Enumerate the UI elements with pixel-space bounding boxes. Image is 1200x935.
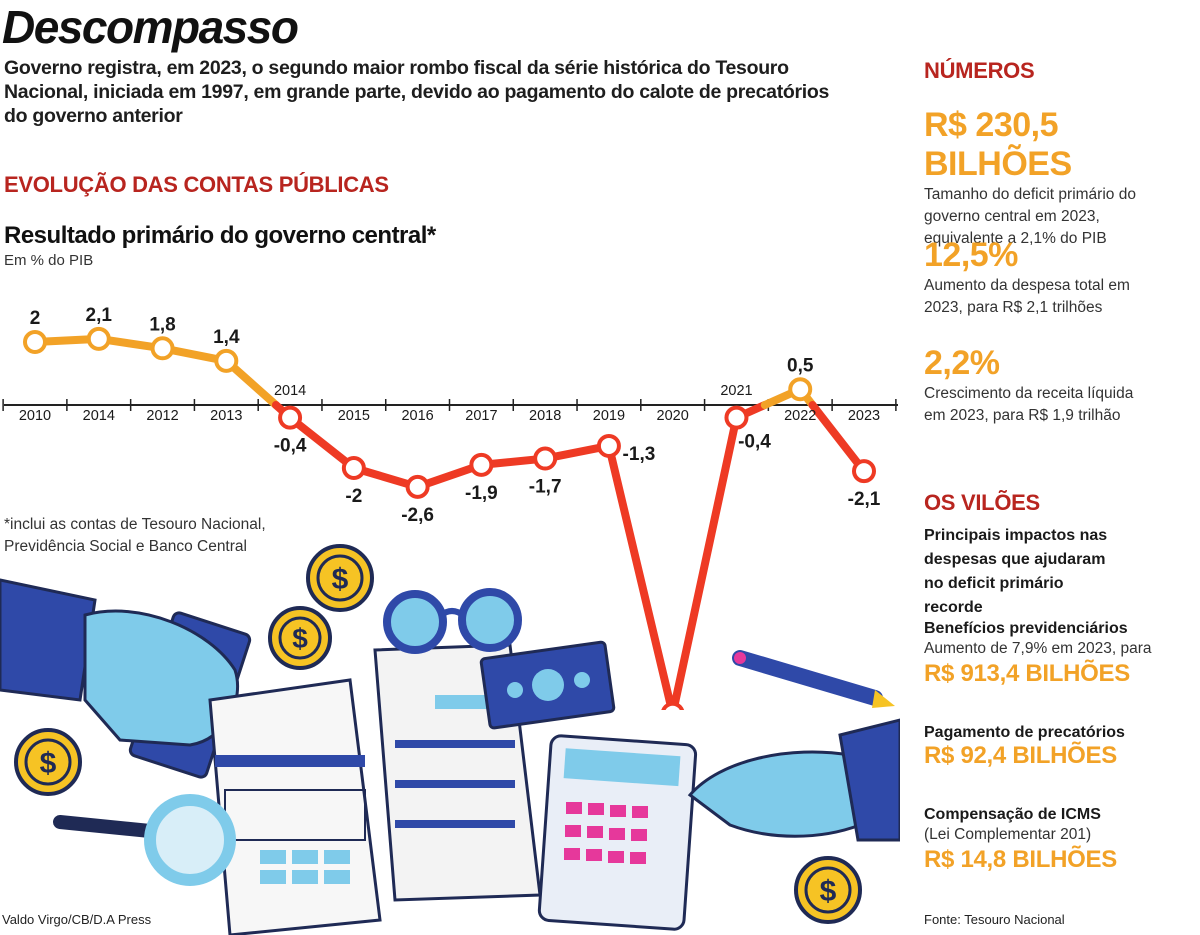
number-item: R$ 230,5 BILHÕES Tamanho do deficit prim…	[924, 106, 1200, 250]
data-label: 2	[30, 308, 41, 329]
villains-heading: OS VILÕES	[924, 490, 1040, 515]
data-label: -2	[345, 486, 362, 507]
x-tick-label: 2017	[465, 408, 497, 424]
data-label: 1,8	[149, 314, 175, 335]
x-tick-label: 2015	[338, 408, 370, 424]
villain-item: Compensação de ICMS (Lei Complementar 20…	[924, 806, 1200, 874]
banknote-icon	[479, 640, 616, 730]
calculator-icon	[537, 734, 698, 931]
x-tick-label: 2013	[210, 408, 242, 424]
data-point	[661, 701, 685, 710]
pen-icon	[732, 650, 895, 708]
x-tick-label: 2018	[529, 408, 561, 424]
villain-title: Benefícios previdenciários	[924, 620, 1128, 637]
data-label: -1,7	[529, 477, 562, 498]
data-labels: 22,11,81,4-0,4-2-2,6-1,9-1,7-1,3-9,8-0,4…	[30, 305, 881, 526]
svg-text:$: $	[332, 563, 349, 596]
page-subtitle: Governo registra, em 2023, o segundo mai…	[4, 57, 830, 127]
villain-value: R$ 913,4 BILHÕES	[924, 660, 1130, 687]
number-value: R$ 230,5 BILHÕES	[924, 106, 1072, 183]
x-tick-label: 2021	[720, 383, 752, 399]
villains-intro: Principais impactos nas despesas que aju…	[924, 527, 1108, 616]
x-tick-label: 2012	[146, 408, 178, 424]
data-label: -0,4	[274, 436, 307, 457]
number-desc: Aumento da despesa total em 2023, para R…	[924, 277, 1130, 316]
chart-section-heading: EVOLUÇÃO DAS CONTAS PÚBLICAS	[4, 172, 389, 197]
data-point	[214, 348, 239, 373]
villain-value: R$ 14,8 BILHÕES	[924, 846, 1117, 873]
number-item: 2,2% Crescimento da receita líquida em 2…	[924, 344, 1200, 427]
data-points	[23, 326, 876, 710]
numbers-heading: NÚMEROS	[924, 58, 1035, 83]
data-label: -1,3	[623, 444, 656, 465]
x-tick-label: 2016	[401, 408, 433, 424]
svg-text:$: $	[40, 747, 57, 780]
x-tick-label: 2010	[19, 408, 51, 424]
data-point	[788, 377, 813, 402]
number-value: 2,2%	[924, 344, 1000, 382]
villain-item: Pagamento de precatórios R$ 92,4 BILHÕES	[924, 724, 1200, 770]
x-tick-label: 2014	[274, 383, 306, 399]
data-label: -0,4	[738, 432, 771, 453]
data-point	[724, 405, 749, 430]
data-point	[405, 474, 430, 499]
data-label: -2,6	[401, 505, 434, 526]
data-point	[341, 456, 366, 480]
glasses-icon	[383, 588, 522, 654]
x-tick-label: 2014	[83, 408, 115, 424]
data-label: 1,4	[213, 327, 240, 348]
data-point	[86, 326, 111, 351]
line-segment	[808, 401, 868, 476]
chart-unit: Em % do PIB	[4, 252, 94, 269]
line-segment	[604, 441, 676, 710]
x-axis-ticks	[2, 399, 897, 411]
villain-title: Compensação de ICMS	[924, 806, 1101, 823]
x-tick-label: 2020	[657, 408, 689, 424]
number-desc: Tamanho do deficit primário do governo c…	[924, 186, 1136, 247]
svg-text:$: $	[292, 623, 308, 654]
x-tick-labels: 2010 2014 2012 2013 2014 2015 2016 2017 2018 2019…	[19, 383, 880, 424]
villain-title: Pagamento de precatórios	[924, 724, 1125, 741]
x-tick-label: 2023	[848, 408, 880, 424]
hand-with-money-icon	[0, 578, 252, 779]
villain-desc: Aumento de 7,9% em 2023, para	[924, 640, 1152, 657]
number-desc: Crescimento da receita líquida em 2023, …	[924, 385, 1134, 424]
page-title: Descompasso	[2, 1, 299, 53]
data-point	[852, 459, 876, 484]
coin-icon: $	[306, 544, 374, 612]
document-icon	[208, 678, 382, 935]
x-tick-label: 2019	[593, 408, 625, 424]
coin-icon: $	[14, 728, 82, 796]
data-point	[469, 452, 494, 477]
number-item: 12,5% Aumento da despesa total em 2023, …	[924, 236, 1200, 319]
line-chart: 22,11,81,4-0,4-2-2,6-1,9-1,7-1,3-9,8-0,4…	[2, 305, 898, 710]
hand-icon	[687, 718, 900, 842]
villain-value: R$ 92,4 BILHÕES	[924, 742, 1117, 769]
data-label: 0,5	[787, 355, 814, 376]
line-segment	[286, 413, 358, 472]
data-point	[596, 433, 621, 458]
number-value: 12,5%	[924, 236, 1018, 274]
villain-desc: (Lei Complementar 201)	[924, 826, 1092, 843]
villain-item: Benefícios previdenciários Aumento de 7,…	[924, 620, 1200, 688]
x-tick-label: 2022	[784, 408, 816, 424]
data-point	[150, 336, 175, 361]
data-point	[533, 446, 558, 471]
data-label: -2,1	[848, 489, 881, 510]
chart-title: Resultado primário do governo central*	[4, 222, 436, 249]
finance-illustration: $ $ $ $	[0, 544, 900, 935]
data-label: 2,1	[86, 305, 113, 326]
svg-text:$: $	[820, 875, 837, 908]
coin-icon: $	[268, 606, 332, 670]
line-segment	[669, 413, 741, 710]
source-text: Fonte: Tesouro Nacional	[924, 912, 1065, 927]
magnifier-icon	[53, 794, 236, 886]
data-point	[278, 405, 303, 430]
coin-icon: $	[794, 856, 862, 924]
data-point	[23, 330, 47, 354]
chart-footnote: *inclui as contas de Tesouro Nacional, P…	[4, 516, 266, 555]
data-label: -1,9	[465, 483, 498, 504]
credit-text: Valdo Virgo/CB/D.A Press	[2, 912, 152, 927]
